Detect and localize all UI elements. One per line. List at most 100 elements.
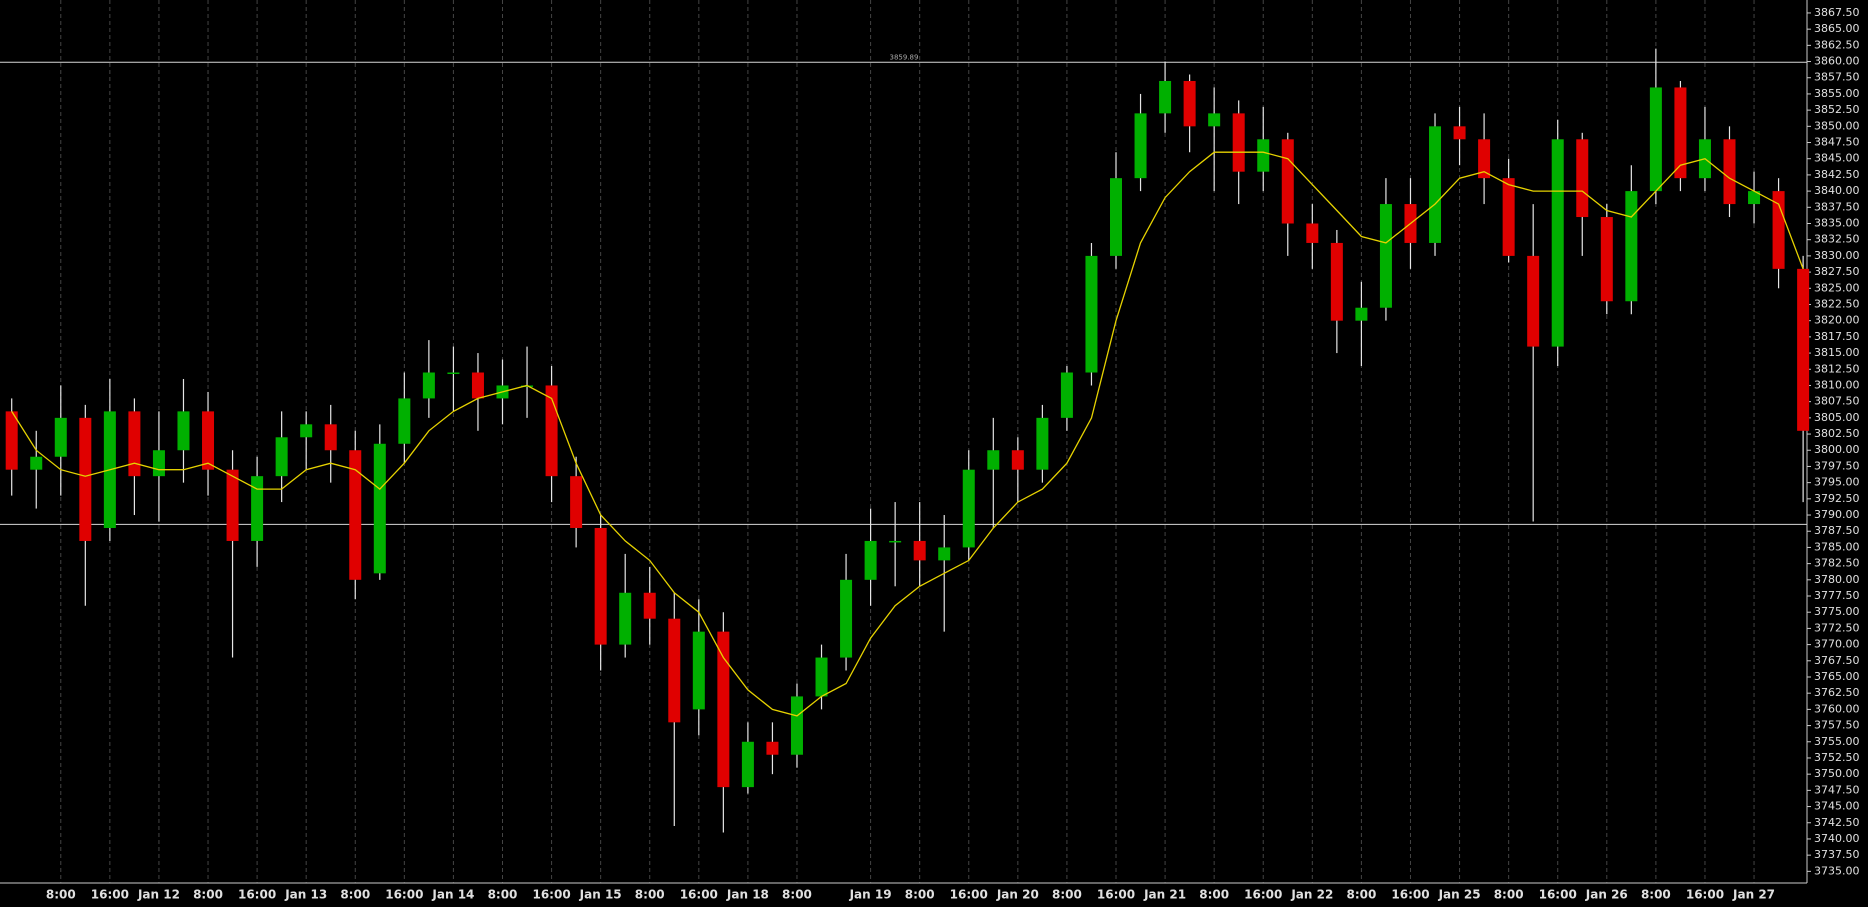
candle-body: [398, 398, 411, 444]
y-tick-label: 3860.00: [1814, 55, 1860, 68]
y-tick-label: 3822.50: [1814, 297, 1860, 310]
candle-body: [1085, 255, 1098, 373]
candle-body: [1110, 178, 1122, 256]
candle-body: [545, 385, 558, 477]
y-tick-label: 3770.00: [1814, 638, 1860, 651]
x-tick-label: 8:00: [905, 888, 935, 902]
candle-body: [1600, 217, 1613, 302]
y-tick-label: 3817.50: [1814, 330, 1860, 343]
candle-body: [913, 540, 926, 561]
candle-body: [1306, 223, 1319, 243]
candle-body: [1748, 191, 1761, 205]
x-tick-label: 16:00: [1097, 888, 1135, 902]
candle-body: [643, 592, 656, 619]
x-tick-label: 16:00: [1686, 888, 1724, 902]
candle-body: [54, 417, 67, 457]
x-tick-label: 16:00: [385, 888, 423, 902]
y-tick-label: 3757.50: [1814, 719, 1860, 732]
y-tick-label: 3755.00: [1814, 735, 1860, 748]
candle-body: [1159, 80, 1172, 114]
candle-body: [128, 411, 141, 477]
candle-body: [202, 411, 215, 470]
candle-body: [1527, 255, 1540, 347]
y-tick-label: 3845.00: [1814, 152, 1860, 165]
y-tick-label: 3835.00: [1814, 217, 1860, 230]
candle-body: [815, 657, 828, 697]
candle-body: [1355, 307, 1368, 321]
candle-body: [300, 424, 313, 438]
candle-body: [1723, 139, 1736, 205]
candle-body: [1453, 126, 1466, 140]
x-tick-label: 8:00: [782, 888, 812, 902]
x-tick-label: Jan 21: [1143, 888, 1186, 902]
y-tick-label: 3785.00: [1814, 540, 1860, 553]
x-tick-label: 8:00: [1052, 888, 1082, 902]
candle-body: [1478, 139, 1491, 179]
x-tick-label: 16:00: [238, 888, 276, 902]
y-tick-label: 3840.00: [1814, 184, 1860, 197]
candle-body: [471, 372, 484, 399]
x-tick-label: Jan 20: [996, 888, 1039, 902]
candle-body: [5, 411, 18, 470]
y-tick-label: 3807.50: [1814, 395, 1860, 408]
candle-body: [1649, 87, 1662, 192]
y-tick-label: 3780.00: [1814, 573, 1860, 586]
candle-body: [1797, 268, 1810, 431]
candle-body: [1134, 113, 1147, 179]
x-tick-label: 8:00: [340, 888, 370, 902]
candle-body: [938, 547, 951, 561]
x-tick-label: 16:00: [532, 888, 570, 902]
candle-body: [1208, 113, 1221, 127]
y-tick-label: 3797.50: [1814, 459, 1860, 472]
candle-body: [324, 424, 337, 451]
y-tick-label: 3782.50: [1814, 557, 1860, 570]
candle-body: [251, 476, 264, 541]
y-tick-label: 3855.00: [1814, 87, 1860, 100]
moving-average: [11, 151, 1804, 717]
y-tick-label: 3847.50: [1814, 136, 1860, 149]
y-tick-label: 3742.50: [1814, 816, 1860, 829]
candle-body: [766, 741, 779, 755]
y-tick-label: 3815.00: [1814, 346, 1860, 359]
x-tick-label: 16:00: [91, 888, 129, 902]
x-tick-label: 8:00: [46, 888, 76, 902]
candle-body: [619, 592, 632, 645]
x-tick-label: Jan 26: [1585, 888, 1628, 902]
candle-body: [1011, 450, 1024, 470]
x-tick-label: Jan 25: [1438, 888, 1481, 902]
candle-body: [1551, 139, 1564, 347]
y-tick-label: 3775.00: [1814, 605, 1860, 618]
x-tick-label: 8:00: [635, 888, 665, 902]
candle-body: [1429, 126, 1442, 243]
y-tick-label: 3792.50: [1814, 492, 1860, 505]
candle-body: [30, 456, 43, 470]
y-tick-label: 3867.50: [1814, 6, 1860, 19]
x-tick-label: Jan 15: [579, 888, 622, 902]
candle-body: [962, 469, 975, 548]
candle-body: [1036, 417, 1049, 470]
candle-body: [447, 372, 460, 375]
y-tick-label: 3802.50: [1814, 427, 1860, 440]
candle-body: [1502, 178, 1515, 256]
x-tick-label: 8:00: [1199, 888, 1229, 902]
x-tick-label: 16:00: [1539, 888, 1577, 902]
candle-body: [840, 579, 853, 658]
x-tick-label: Jan 12: [137, 888, 180, 902]
candle-body: [570, 476, 583, 528]
x-tick-label: 8:00: [193, 888, 223, 902]
y-tick-label: 3820.00: [1814, 314, 1860, 327]
x-tick-label: Jan 14: [431, 888, 474, 902]
y-tick-label: 3765.00: [1814, 670, 1860, 683]
y-tick-label: 3772.50: [1814, 621, 1860, 634]
candle-body: [1625, 191, 1638, 302]
y-tick-label: 3735.00: [1814, 864, 1860, 877]
y-tick-label: 3747.50: [1814, 783, 1860, 796]
y-tick-label: 3805.00: [1814, 411, 1860, 424]
candle-body: [275, 437, 288, 477]
candle-body: [1257, 139, 1270, 172]
candle-body: [1772, 191, 1785, 269]
candle-body: [741, 741, 754, 788]
candle-body: [668, 618, 681, 723]
y-tick-label: 3837.50: [1814, 200, 1860, 213]
